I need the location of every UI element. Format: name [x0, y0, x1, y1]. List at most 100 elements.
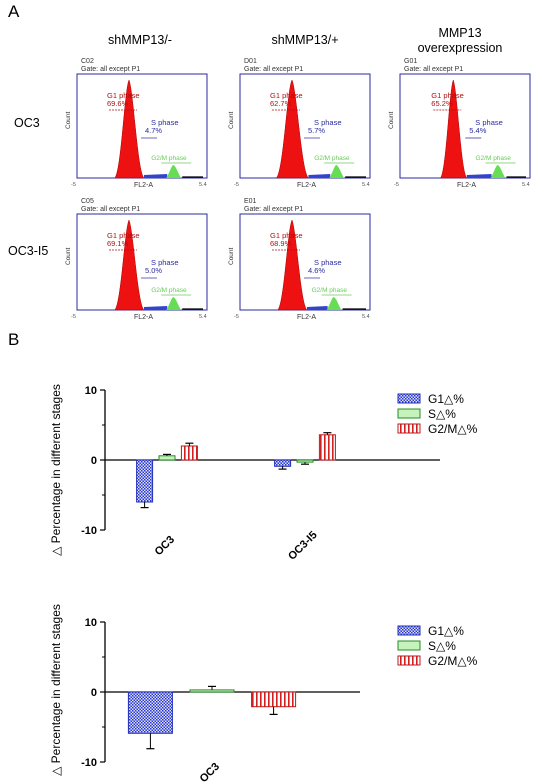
- histogram-xlabel: FL2-A: [457, 182, 476, 189]
- histogram-gate-label: Gate: all except P1: [244, 66, 303, 73]
- y-tick-label: -10: [81, 757, 97, 769]
- category-label: OC3: [153, 534, 177, 558]
- g2m-peak: [326, 297, 342, 310]
- column-title-shmmp13-neg: shMMP13/-: [108, 33, 172, 47]
- histogram-well-id: C05: [81, 198, 94, 205]
- g1-peak: [114, 219, 145, 311]
- histogram-xtick-right: 5.4: [362, 182, 370, 188]
- bar-chart-oc3-oc3i5: -10 0 10 △ Percentage in different stages OC…: [49, 384, 478, 563]
- g2m-peak: [490, 165, 506, 178]
- g1-phase-percent: 68.9%: [270, 239, 292, 248]
- histogram-xtick-left: -5: [71, 314, 76, 320]
- s-phase-percent: 4.7%: [145, 126, 162, 135]
- s-phase-region: [306, 306, 328, 310]
- histogram-xtick-right: 5.4: [522, 182, 530, 188]
- histogram-gate-label: Gate: all except P1: [404, 66, 463, 73]
- panel-b-letter: B: [8, 330, 20, 349]
- bar-chart-oc3: -10 0 10 △ Percentage in different stages OC…: [49, 604, 478, 784]
- histogram-well-id: D01: [244, 58, 257, 65]
- bar-s-oc3-i5: [296, 459, 314, 463]
- legend-label: G2/M△%: [428, 422, 478, 436]
- legend-swatch: [397, 640, 421, 651]
- histogram-ylabel: Count: [228, 111, 235, 129]
- g2m-peak: [166, 165, 182, 178]
- y-axis-label: △ Percentage in different stages: [49, 604, 63, 776]
- s-phase-label: S phase: [151, 118, 179, 127]
- legend-label: G2/M△%: [428, 654, 478, 668]
- histogram-frame: [399, 73, 531, 179]
- s-phase-region: [143, 306, 168, 310]
- y-tick-label: 10: [85, 385, 97, 397]
- legend-swatch: [397, 393, 421, 404]
- s-phase-percent: 5.7%: [308, 126, 325, 135]
- panel-a-letter: A: [8, 2, 20, 21]
- histogram-well-id: G01: [404, 58, 417, 65]
- g2m-peak: [329, 165, 345, 178]
- bar-g2m-oc3-i5: [318, 434, 336, 461]
- histogram-xlabel: FL2-A: [134, 314, 153, 321]
- histogram-xtick-right: 5.4: [199, 182, 207, 188]
- bar-g2m-oc3: [180, 445, 198, 461]
- histogram-ylabel: Count: [65, 247, 72, 265]
- g2m-peak: [166, 297, 182, 310]
- s-phase-region: [308, 174, 331, 178]
- y-tick-label: -10: [81, 525, 97, 537]
- histogram-ylabel: Count: [388, 111, 395, 129]
- histogram-xtick-left: -5: [234, 182, 239, 188]
- histogram-ylabel: Count: [228, 247, 235, 265]
- legend-label: S△%: [428, 639, 456, 653]
- g1-phase-percent: 69.1%: [107, 239, 129, 248]
- g1-phase-percent: 69.6%: [107, 99, 129, 108]
- histogram-frame: [239, 73, 371, 179]
- histogram-xtick-right: 5.4: [199, 314, 207, 320]
- legend-swatch: [397, 423, 421, 434]
- row-label-oc3: OC3: [14, 116, 40, 130]
- legend-swatch: [397, 655, 421, 666]
- g1-phase-label: G1 phase: [270, 91, 303, 100]
- histogram-frame: [76, 73, 208, 179]
- g1-phase-label: G1 phase: [270, 231, 303, 240]
- histogram-gate-label: Gate: all except P1: [81, 66, 140, 73]
- histogram-frame: [239, 213, 371, 311]
- y-axis-label: △ Percentage in different stages: [49, 384, 63, 556]
- s-phase-label: S phase: [151, 258, 179, 267]
- histogram-well-id: C02: [81, 58, 94, 65]
- s-phase-label: S phase: [314, 118, 342, 127]
- s-phase-percent: 4.6%: [308, 266, 325, 275]
- legend-label: G1△%: [428, 624, 464, 638]
- g2m-phase-label: G2/M phase: [476, 155, 512, 162]
- g2m-phase-label: G2/M phase: [312, 287, 348, 294]
- g1-phase-label: G1 phase: [107, 231, 140, 240]
- g1-phase-percent: 65.2%: [431, 99, 453, 108]
- y-tick-label: 0: [91, 455, 97, 467]
- g1-phase-percent: 62.7%: [270, 99, 292, 108]
- g1-peak: [277, 219, 308, 311]
- legend-swatch: [397, 625, 421, 636]
- s-phase-percent: 5.4%: [469, 126, 486, 135]
- histogram-xlabel: FL2-A: [134, 182, 153, 189]
- legend-label: G1△%: [428, 392, 464, 406]
- histogram-xtick-right: 5.4: [362, 314, 370, 320]
- histogram-gate-label: Gate: all except P1: [244, 206, 303, 213]
- legend-label: S△%: [428, 407, 456, 421]
- s-phase-region: [466, 174, 492, 178]
- column-title-shmmp13-pos: shMMP13/+: [271, 33, 339, 47]
- y-tick-label: 0: [91, 687, 97, 699]
- histogram-well-id: E01: [244, 198, 257, 205]
- g2m-phase-label: G2/M phase: [151, 287, 187, 294]
- legend-swatch: [397, 408, 421, 419]
- s-phase-region: [143, 174, 168, 178]
- histogram-xlabel: FL2-A: [297, 182, 316, 189]
- category-label: OC3: [198, 761, 222, 784]
- s-phase-percent: 5.0%: [145, 266, 162, 275]
- g2m-phase-label: G2/M phase: [314, 155, 350, 162]
- histogram-xlabel: FL2-A: [297, 314, 316, 321]
- bar-g2m-oc3: [251, 691, 297, 708]
- bar-g1-oc3-i5: [274, 459, 292, 467]
- row-label-oc3-i5: OC3-I5: [8, 244, 49, 258]
